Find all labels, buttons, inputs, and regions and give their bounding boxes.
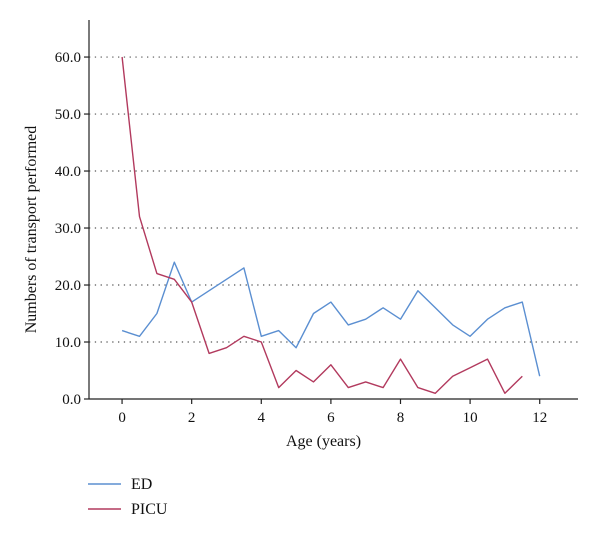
x-tick-label: 12 xyxy=(532,410,547,426)
y-axis-title: Numbers of transport performed xyxy=(23,126,40,334)
series-line-ed xyxy=(121,261,541,377)
y-axis-ticks: 0.0 10.0 20.0 30.0 40.0 50.0 60.0 xyxy=(55,50,89,408)
y-tick-label: 60.0 xyxy=(55,50,81,66)
gridlines xyxy=(89,56,578,343)
y-tick-label: 10.0 xyxy=(55,335,81,351)
y-tick-label: 50.0 xyxy=(55,107,81,123)
legend-item-picu: PICU xyxy=(88,501,168,518)
x-axis-ticks: 0 2 4 6 8 10 12 xyxy=(118,399,547,426)
x-tick-label: 4 xyxy=(258,410,266,426)
x-tick-label: 8 xyxy=(397,410,405,426)
legend-item-ed: ED xyxy=(88,476,152,493)
x-axis-title: Age (years) xyxy=(286,433,361,450)
y-tick-label: 20.0 xyxy=(55,278,81,294)
y-tick-label: 30.0 xyxy=(55,221,81,237)
x-tick-label: 10 xyxy=(463,410,478,426)
y-tick-label: 40.0 xyxy=(55,164,81,180)
legend-label: ED xyxy=(131,476,152,493)
y-tick-label: 0.0 xyxy=(62,392,81,408)
x-tick-label: 2 xyxy=(188,410,196,426)
x-tick-label: 0 xyxy=(118,410,126,426)
legend: ED PICU xyxy=(88,476,168,518)
x-tick-label: 6 xyxy=(327,410,335,426)
series-line-picu xyxy=(121,56,523,394)
series-lines xyxy=(121,56,541,394)
legend-label: PICU xyxy=(131,501,168,518)
